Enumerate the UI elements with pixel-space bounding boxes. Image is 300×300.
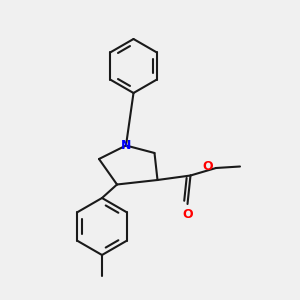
Text: N: N	[121, 139, 131, 152]
Text: O: O	[202, 160, 213, 173]
Text: O: O	[182, 208, 193, 221]
